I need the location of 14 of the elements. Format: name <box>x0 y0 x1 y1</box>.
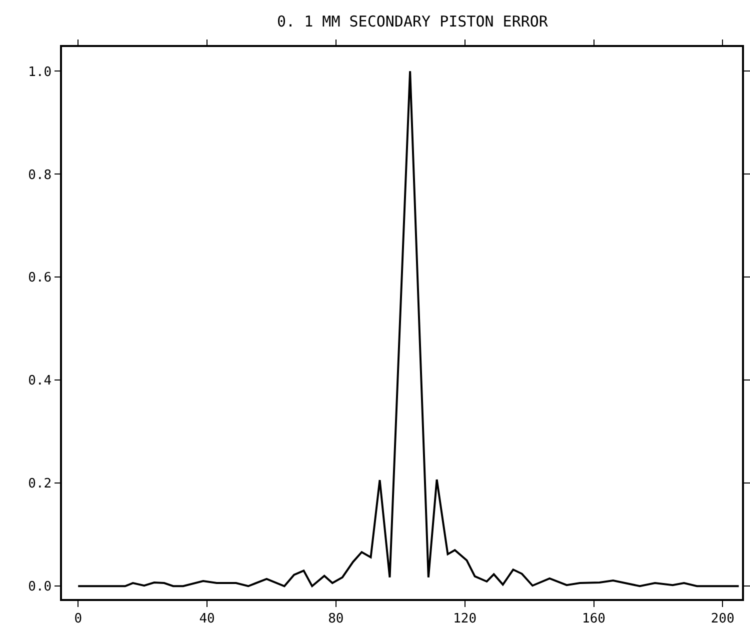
y-tick-label: 0.4 <box>28 374 52 389</box>
x-tick-label: 0 <box>74 611 82 626</box>
y-tick-label: 0.0 <box>28 580 52 595</box>
y-tick-label: 0.8 <box>28 168 52 183</box>
line-series <box>77 70 740 588</box>
x-tick-label: 80 <box>328 611 344 626</box>
chart-title: 0. 1 MM SECONDARY PISTON ERROR <box>277 12 549 30</box>
x-tick-label: 160 <box>582 611 606 626</box>
y-tick-label: 0.6 <box>28 270 52 286</box>
x-tick-label: 40 <box>199 611 215 626</box>
y-tick-label: 0.2 <box>28 476 52 492</box>
x-tick-label: 120 <box>453 611 477 626</box>
x-tick-label: 200 <box>710 611 734 626</box>
y-tick-label: 1.0 <box>28 64 52 80</box>
